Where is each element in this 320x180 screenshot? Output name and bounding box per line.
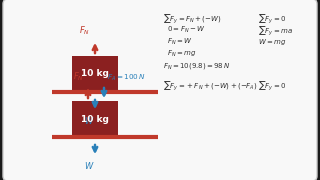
Text: $F_N = mg$: $F_N = mg$ [167, 49, 196, 59]
Text: 10 kg: 10 kg [81, 69, 109, 78]
Text: $W$: $W$ [84, 160, 94, 171]
Text: $\sum F_y = 0$: $\sum F_y = 0$ [258, 13, 286, 26]
Text: $W = mg$: $W = mg$ [258, 37, 286, 47]
Text: $\sum F_y = 0$: $\sum F_y = 0$ [258, 80, 286, 93]
Bar [72, 56, 118, 92]
Text: $\sum F_y = +F_N + (-W) + (-F_A)$: $\sum F_y = +F_N + (-W) + (-F_A)$ [163, 80, 258, 93]
Bar [72, 101, 118, 137]
Text: $\sum F_y = ma$: $\sum F_y = ma$ [258, 25, 293, 38]
Text: $F_N$: $F_N$ [79, 24, 91, 37]
Text: $F_N$: $F_N$ [74, 71, 84, 83]
FancyBboxPatch shape [3, 0, 317, 180]
Text: $W$: $W$ [84, 115, 94, 126]
Text: 10 kg: 10 kg [81, 114, 109, 123]
Text: $F_A = 100\,N$: $F_A = 100\,N$ [107, 73, 146, 83]
Text: $0 = F_N - W$: $0 = F_N - W$ [167, 25, 206, 35]
Text: $\sum F_y = F_N + (-W)$: $\sum F_y = F_N + (-W)$ [163, 13, 221, 26]
Text: $F_N = 10(9.8) = 98\,N$: $F_N = 10(9.8) = 98\,N$ [163, 61, 230, 71]
Text: $F_N = W$: $F_N = W$ [167, 37, 193, 47]
